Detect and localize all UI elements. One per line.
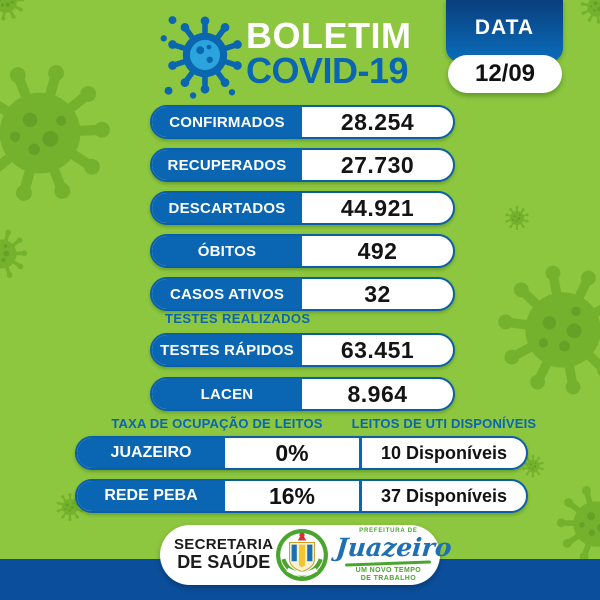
bed-uti-available: 37 Disponíveis [380,485,508,506]
footer-logo-bar: SECRETARIA DE SAÚDE PREFEITURA DE Juazei… [160,525,454,585]
stat-label: TESTES RÁPIDOS [152,335,302,365]
stat-label: CASOS ATIVOS [152,279,302,309]
bed-label: JUAZEIRO [77,438,225,468]
org-line1: SECRETARIA [174,535,274,553]
logo-tagline-line1: UM NOVO TEMPO [355,566,422,574]
virus-decoration-icon [0,41,132,225]
virus-decoration-icon [482,249,600,411]
secretaria-de-saude-wordmark: SECRETARIA DE SAÚDE [174,535,274,573]
divider [359,438,362,468]
bed-row-rede-peba: REDE PEBA 16% 37 Disponíveis [75,479,528,513]
tests-section-title: TESTES REALIZADOS [165,311,311,326]
stat-value: 27.730 [340,151,415,178]
bed-occupancy: 0% [275,439,309,466]
page-title: BOLETIM COVID-19 [246,18,411,89]
covid-virus-icon [160,16,242,99]
stat-value: 492 [357,237,398,264]
stat-label: ÓBITOS [152,236,302,266]
stat-label: LACEN [152,379,302,409]
stat-row-descartados: DESCARTADOS 44.921 [150,191,455,225]
stat-value: 32 [364,280,391,307]
stat-label: DESCARTADOS [152,193,302,223]
title-line2: COVID-19 [246,50,409,91]
stat-row-casos-ativos: CASOS ATIVOS 32 [150,277,455,311]
bed-row-juazeiro: JUAZEIRO 0% 10 Disponíveis [75,436,528,470]
title-line1: BOLETIM [246,15,412,56]
virus-decoration-icon [504,205,530,231]
prefeitura-juazeiro-logo: PREFEITURA DE Juazeiro UM NOVO TEMPO DE … [335,527,454,583]
stat-label: RECUPERADOS [152,150,302,180]
date-value: 12/09 [448,55,562,93]
stat-row-confirmados: CONFIRMADOS 28.254 [150,105,455,139]
date-box: DATA [446,0,563,62]
logo-tagline-line2: DE TRABALHO [360,574,417,582]
uti-heading: LEITOS DE UTI DISPONÍVEIS [351,416,537,431]
virus-decoration-icon [572,0,600,32]
virus-decoration-icon [0,0,34,30]
date-label: DATA [474,16,535,39]
bed-uti-available: 10 Disponíveis [380,442,508,463]
virus-decoration-icon [0,219,37,288]
logo-small-text: PREFEITURA DE [359,527,418,534]
stat-value: 28.254 [340,108,415,135]
bed-occupancy: 16% [268,482,316,509]
stat-row-lacen: LACEN 8.964 [150,377,455,411]
stat-row-testes-rapidos: TESTES RÁPIDOS 63.451 [150,333,455,367]
bed-label: REDE PEBA [77,481,225,511]
stat-value: 8.964 [347,380,408,407]
occupancy-heading: TAXA DE OCUPAÇÃO DE LEITOS [111,416,323,431]
divider [359,481,362,511]
stat-value: 63.451 [340,336,415,363]
stat-row-recuperados: RECUPERADOS 27.730 [150,148,455,182]
stat-row-obitos: ÓBITOS 492 [150,234,455,268]
org-line2: DE SAÚDE [177,552,271,573]
logo-wordmark: Juazeiro [335,532,454,562]
stat-value: 44.921 [340,194,415,221]
stat-label: CONFIRMADOS [152,107,302,137]
juazeiro-coat-of-arms-icon [276,529,329,581]
